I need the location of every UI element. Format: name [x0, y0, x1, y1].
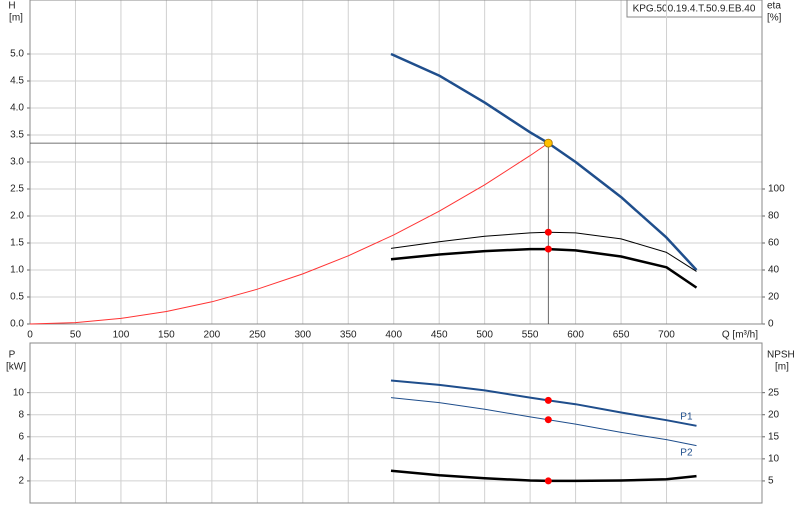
- y-tick-label: 3.5: [10, 130, 24, 141]
- plot-frame: [29, 342, 763, 504]
- x-tick-label: 200: [204, 330, 221, 341]
- y-tick-label: 2.5: [10, 184, 24, 195]
- y2-tick-label: 20: [768, 292, 780, 303]
- operating-marker: [544, 396, 552, 404]
- y2-unit: [%]: [767, 13, 782, 24]
- x-tick-label: 350: [340, 330, 357, 341]
- y-tick-label: 2.0: [10, 211, 24, 222]
- plot-frame: [29, 0, 763, 325]
- y2-label: eta: [767, 1, 781, 12]
- x-tick-label: 450: [431, 330, 448, 341]
- y2-tick-label: 40: [768, 265, 780, 276]
- x-tick-label: 700: [658, 330, 675, 341]
- operating-marker: [544, 477, 552, 485]
- y2-tick-label: 60: [768, 238, 780, 249]
- chart-title: KPG.500.19.4.T.50.9.EB.40: [633, 4, 756, 15]
- y-tick-label: 1.5: [10, 238, 24, 249]
- y-label: H: [8, 1, 15, 12]
- y-tick-label: 10: [13, 387, 25, 398]
- y2-tick-label: 15: [768, 431, 780, 442]
- y-tick-label: 5.0: [10, 49, 24, 60]
- series-label: P2: [680, 447, 693, 458]
- y2-tick-label: 5: [768, 476, 774, 487]
- y-tick-label: 4.5: [10, 76, 24, 87]
- x-label: Q [m³/h]: [722, 330, 758, 341]
- series-line: [29, 142, 549, 325]
- x-tick-label: 400: [385, 330, 402, 341]
- y2-tick-label: 10: [768, 454, 780, 465]
- y-label: P: [9, 350, 16, 361]
- y-tick-label: 3.0: [10, 157, 24, 168]
- x-tick-label: 300: [294, 330, 311, 341]
- y2-label: NPSH: [767, 350, 795, 361]
- y-tick-label: 0.5: [10, 292, 24, 303]
- y-tick-label: 4.0: [10, 103, 24, 114]
- y2-tick-label: 100: [768, 184, 785, 195]
- duty-point: [543, 138, 553, 148]
- y2-tick-label: 0: [768, 319, 774, 330]
- x-tick-label: 600: [567, 330, 584, 341]
- x-tick-label: 250: [249, 330, 266, 341]
- y2-tick-label: 20: [768, 409, 780, 420]
- x-tick-label: 0: [27, 330, 33, 341]
- x-tick-label: 50: [70, 330, 82, 341]
- operating-marker: [544, 416, 552, 424]
- y2-unit: [m]: [775, 362, 789, 373]
- x-tick-label: 550: [522, 330, 539, 341]
- operating-marker: [544, 228, 552, 236]
- y-tick-label: 6: [18, 431, 24, 442]
- y-tick-label: 8: [18, 409, 24, 420]
- x-tick-label: 150: [158, 330, 175, 341]
- y-unit: [kW]: [6, 362, 26, 373]
- x-tick-label: 650: [613, 330, 630, 341]
- y-tick-label: 1.0: [10, 265, 24, 276]
- y2-tick-label: 25: [768, 387, 780, 398]
- operating-marker: [544, 245, 552, 253]
- y2-tick-label: 80: [768, 211, 780, 222]
- y-tick-label: 4: [18, 454, 24, 465]
- series-label: P1: [680, 411, 693, 422]
- y-tick-label: 0.0: [10, 319, 24, 330]
- x-tick-label: 500: [476, 330, 493, 341]
- y-unit: [m]: [9, 13, 23, 24]
- x-tick-label: 100: [113, 330, 130, 341]
- y-tick-label: 2: [18, 476, 24, 487]
